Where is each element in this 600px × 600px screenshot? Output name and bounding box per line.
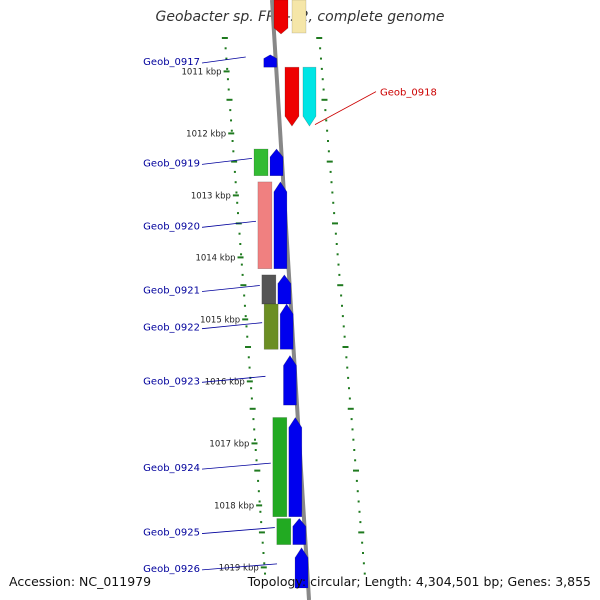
kbp-label: 1015 kbp [200,315,240,325]
label-leader [201,462,271,470]
gene-geob-0924 [272,416,303,518]
gene-cds-arrow [277,274,292,305]
label-leader [201,375,266,383]
gene-cds-arrow [302,66,317,127]
kbp-label: 1017 kbp [209,439,249,449]
gene-feature-box [272,417,288,517]
gene-geob-0918 [284,66,317,127]
gene-geob-0922 [263,303,294,350]
gene-feature-box [276,518,292,545]
gene-cds-arrow [283,354,297,406]
gene-label: Geob_0926 [143,564,200,575]
label-leader [314,91,377,126]
label-leader [201,157,253,165]
gene-feature-arrow [273,0,289,35]
kbp-label: 1018 kbp [214,501,254,511]
gene-feature-box [253,148,269,176]
gene-geob-0921 [261,274,292,305]
gene-features [253,0,317,589]
gene-cds-arrow [279,303,294,350]
gene-feature-box [257,181,273,269]
gene-label: Geob_0920 [143,221,200,232]
label-leader [201,563,278,571]
gene-cds-arrow [292,518,307,545]
label-leader [201,56,246,64]
gene-feature-box [261,274,277,305]
label-leader [201,285,260,292]
gene-cds-arrow [273,181,288,270]
gene-label: Geob_0925 [143,528,200,539]
gene-geob-0920 [257,181,288,270]
kbp-label: 1016 kbp [205,377,245,387]
gene-label: Geob_0917 [143,57,200,68]
gene-label: Geob_0921 [143,285,200,296]
kbp-label: 1011 kbp [182,67,222,77]
gene-cds-arrow [294,547,309,589]
genome-summary-text: Topology: circular; Length: 4,304,501 bp… [247,574,591,589]
gene-geob-0923 [283,354,297,406]
gene-label: Geob_0919 [143,158,200,169]
accession-text: Accession: NC_011979 [9,574,152,589]
gene-geob-0919 [253,148,284,176]
label-leader [201,322,263,330]
gene-label: Geob_0922 [143,323,200,334]
gene-geob-0917 [263,54,278,68]
kbp-label: 1014 kbp [195,253,235,263]
gene-geob-0926 [294,547,309,589]
label-leader [201,220,256,228]
gene-cds-arrow [269,148,284,176]
gene-feature-box [291,0,307,34]
gene-feature-arrow [284,66,300,127]
gene-cds-arrow [288,416,303,518]
scale-ticks: 1011 kbp 1012 kbp 1013 kbp 1014 kbp 1015 kbp… [182,37,366,575]
kbp-label: 1012 kbp [186,129,226,139]
gene-geob-0925 [276,518,307,545]
gene-cds-arrow [263,54,278,68]
gene-labels: Geob_0917 Geob_0918 Geob_0919 Geob_0920 Geob… [143,56,437,575]
gene-partial-top [273,0,307,35]
gene-label: Geob_0923 [143,376,200,387]
gene-label: Geob_0918 [380,88,437,99]
kbp-label: 1019 kbp [219,563,259,573]
kbp-label: 1013 kbp [191,191,231,201]
gene-label: Geob_0924 [143,463,200,474]
label-leader [201,527,275,534]
gene-feature-box [263,303,279,350]
